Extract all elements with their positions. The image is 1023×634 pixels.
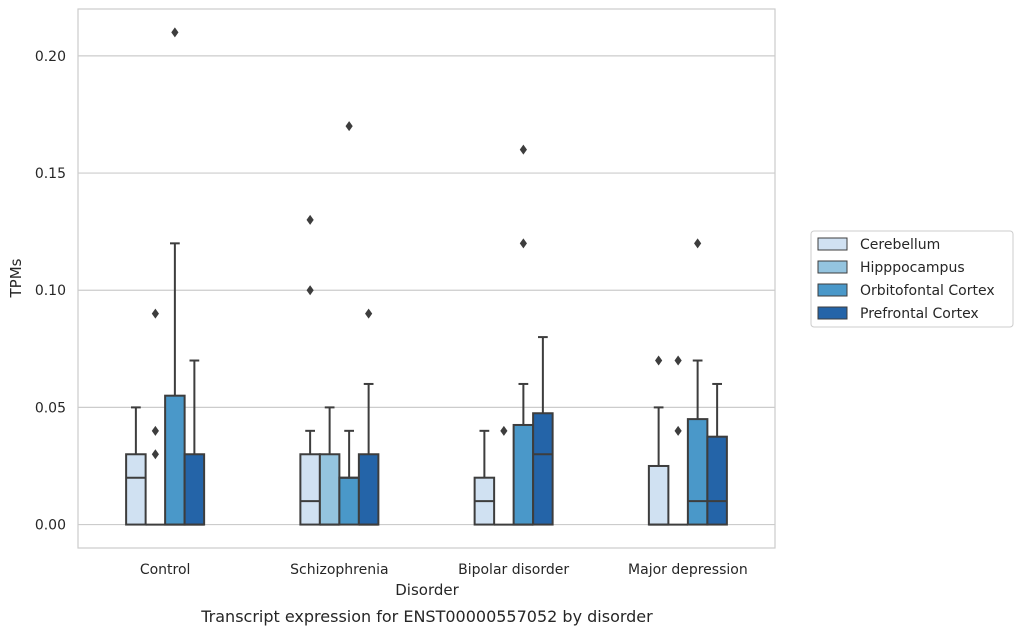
box-body [338,476,360,526]
y-axis-label: TPMs [7,258,25,298]
chart-caption: Transcript expression for ENST0000055705… [200,607,653,626]
y-tick-label: 0.20 [35,49,66,65]
box-cerebellum [125,406,147,526]
outlier-point [151,425,159,436]
outlier-point [345,121,353,132]
box-body [318,453,341,526]
box-orbitofontal-cortex [512,382,535,526]
y-tick-label: 0.15 [35,166,66,182]
outliers [151,27,702,460]
box-orbitofontal-cortex [686,359,709,526]
x-tick-label: Major depression [628,562,748,578]
outlier-point [171,27,179,38]
box-body [357,453,380,526]
box-body [532,412,554,526]
box-prefrontal-cortex [183,359,206,526]
outlier-point [306,285,314,296]
outlier-point [500,425,508,436]
box-body [299,453,321,526]
y-tick-labels: 0.00 0.05 0.10 0.15 0.20 [35,49,66,534]
y-tick-label: 0.00 [35,518,66,534]
outlier-point [151,308,159,319]
y-tick-label: 0.05 [35,400,66,416]
box-body [183,453,206,526]
box-cerebellum [647,406,670,526]
legend-label: Prefrontal Cortex [860,306,979,322]
y-tick-label: 0.10 [35,283,66,299]
outlier-point [151,449,159,460]
outlier-point [694,238,702,249]
box-prefrontal-cortex [357,382,380,526]
plot-frame [77,8,776,549]
outlier-point [655,355,663,366]
x-axis-label: Disorder [395,581,459,599]
outlier-point [519,144,527,155]
box-body [512,423,535,526]
legend-label: Cerebellum [860,237,940,253]
box-body [686,418,709,526]
legend-label: Hipppocampus [860,260,965,276]
legend-label: Orbitofontal Cortex [860,283,995,299]
box-cerebellum [299,429,321,526]
box-orbitofontal-cortex [338,429,360,526]
legend-frame [810,230,1014,328]
outlier-point [674,425,682,436]
box-body [164,394,186,526]
x-tick-label: Bipolar disorder [458,562,569,578]
box-body [125,453,147,526]
legend-swatch [817,283,848,297]
x-tick-label: Control [140,562,191,578]
outlier-point [306,214,314,225]
x-tick-labels: Control Schizophrenia Bipolar disorder Majo… [140,562,748,578]
box-prefrontal-cortex [706,382,728,526]
box-orbitofontal-cortex [164,242,186,526]
legend-swatch [817,237,848,251]
boxes [125,242,728,526]
outlier-point [519,238,527,249]
legend-swatch [817,260,848,274]
outlier-point [365,308,373,319]
outlier-point [674,355,682,366]
legend-swatch [817,306,848,320]
box-body [706,435,728,526]
x-tick-label: Schizophrenia [290,562,388,578]
box-cerebellum [473,429,496,526]
legend: Cerebellum Hipppocampus Orbitofontal Corte… [810,230,1014,328]
box-prefrontal-cortex [532,336,554,526]
box-hipppocampus [318,406,341,526]
box-body [647,464,670,526]
